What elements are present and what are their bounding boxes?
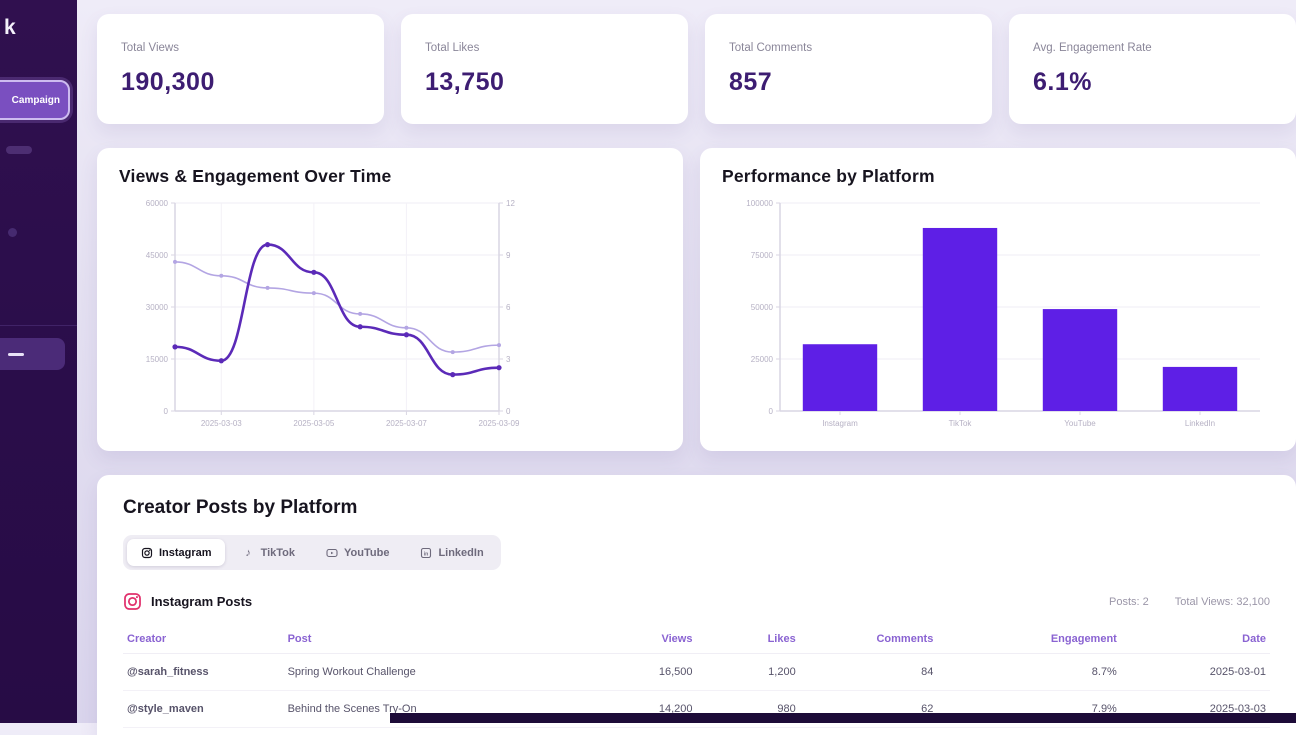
table-row[interactable]: @sarah_fitness Spring Workout Challenge 16… xyxy=(123,653,1270,691)
bar-chart-card: Performance by Platform 0 25000 50000 75000… xyxy=(700,148,1296,451)
svg-text:60000: 60000 xyxy=(146,199,169,208)
svg-text:50000: 50000 xyxy=(751,303,774,312)
col-date: Date xyxy=(1120,625,1270,654)
campaign-button[interactable]: Campaign xyxy=(0,80,70,120)
svg-text:LinkedIn: LinkedIn xyxy=(1185,419,1215,428)
stat-label: Total Likes xyxy=(425,42,480,54)
svg-text:75000: 75000 xyxy=(751,251,774,260)
stat-value: 190,300 xyxy=(121,68,215,96)
svg-text:0: 0 xyxy=(164,407,169,416)
sidebar-item[interactable] xyxy=(6,146,32,154)
instagram-panel-header: Instagram Posts Posts: 2 Total Views: 32… xyxy=(123,592,1270,611)
svg-text:45000: 45000 xyxy=(146,251,169,260)
cell: 16,500 xyxy=(593,653,697,691)
bar-chart: 0 25000 50000 75000 100000 Instagram TikTok You… xyxy=(722,191,1274,444)
line-chart-card: Views & Engagement Over Time 0 15000 30000… xyxy=(97,148,683,451)
sidebar: k Campaign xyxy=(0,0,77,723)
cell: 2025-03-01 xyxy=(1120,653,1270,691)
svg-text:3: 3 xyxy=(506,355,511,364)
svg-text:30000: 30000 xyxy=(146,303,169,312)
tab-instagram[interactable]: Instagram xyxy=(127,539,225,566)
post-name: Spring Workout Challenge xyxy=(283,653,594,691)
sidebar-divider xyxy=(0,325,77,326)
svg-text:12: 12 xyxy=(506,199,515,208)
sidebar-item-selected[interactable] xyxy=(0,338,65,370)
main-content: Total Views 190,300 Total Likes 13,750 Total… xyxy=(97,0,1296,735)
tab-label: TikTok xyxy=(260,546,296,559)
line-chart: 0 15000 30000 45000 60000 0 3 6 9 12 2025-03-03 202… xyxy=(119,191,661,444)
cell: 8.7% xyxy=(937,653,1121,691)
svg-text:0: 0 xyxy=(769,407,774,416)
tab-linkedin[interactable]: in LinkedIn xyxy=(406,539,496,566)
col-comments: Comments xyxy=(799,625,938,654)
creator-posts-card: Creator Posts by Platform Instagram ♪ TikT… xyxy=(97,475,1296,735)
stat-card: Total Comments 857 xyxy=(705,14,992,124)
col-engagement: Engagement xyxy=(937,625,1121,654)
stat-value: 6.1% xyxy=(1033,68,1092,96)
posts-table-head: Creator Post Views Likes Comments Engagement D… xyxy=(123,625,1270,654)
col-creator: Creator xyxy=(123,625,284,654)
tiktok-icon: ♪ xyxy=(245,546,251,559)
footer-bar xyxy=(390,713,1296,723)
stat-value: 857 xyxy=(729,68,773,96)
svg-text:25000: 25000 xyxy=(751,355,774,364)
stat-label: Avg. Engagement Rate xyxy=(1033,42,1152,54)
posts-count: Posts: 2 xyxy=(1109,595,1149,608)
instagram-icon xyxy=(123,592,142,611)
svg-text:2025-03-05: 2025-03-05 xyxy=(293,419,334,428)
col-likes: Likes xyxy=(696,625,800,654)
svg-text:Instagram: Instagram xyxy=(822,419,858,428)
cell: 1,200 xyxy=(696,653,800,691)
svg-text:15000: 15000 xyxy=(146,355,169,364)
charts-row: Views & Engagement Over Time 0 15000 30000… xyxy=(97,148,1296,451)
stat-card: Total Views 190,300 xyxy=(97,14,384,124)
linkedin-icon: in xyxy=(419,546,432,559)
svg-text:6: 6 xyxy=(506,303,511,312)
panel-title: Instagram Posts xyxy=(151,594,253,609)
line-chart-title: Views & Engagement Over Time xyxy=(119,166,392,186)
svg-text:9: 9 xyxy=(506,251,511,260)
tab-youtube[interactable]: YouTube xyxy=(312,539,402,566)
youtube-icon xyxy=(325,546,338,559)
cell: 84 xyxy=(799,653,938,691)
svg-text:in: in xyxy=(424,551,428,557)
bar-chart-title: Performance by Platform xyxy=(722,166,935,186)
col-post: Post xyxy=(283,625,594,654)
creator-posts-title: Creator Posts by Platform xyxy=(123,497,358,518)
svg-text:0: 0 xyxy=(506,407,511,416)
tab-label: Instagram xyxy=(159,546,212,559)
creator-link[interactable]: @sarah_fitness xyxy=(123,653,284,691)
menu-dash-icon xyxy=(8,352,24,356)
col-views: Views xyxy=(593,625,697,654)
stat-label: Total Comments xyxy=(729,42,813,54)
svg-text:TikTok: TikTok xyxy=(949,419,973,428)
creator-link[interactable]: @style_maven xyxy=(123,690,284,728)
stat-label: Total Views xyxy=(121,42,179,54)
svg-text:YouTube: YouTube xyxy=(1064,419,1096,428)
total-views-meta: Total Views: 32,100 xyxy=(1174,595,1270,608)
sidebar-item-icon[interactable] xyxy=(8,228,17,237)
app-logo: k xyxy=(4,16,17,39)
svg-text:2025-03-07: 2025-03-07 xyxy=(386,419,427,428)
platform-tabbar: Instagram ♪ TikTok YouTube in LinkedIn xyxy=(123,535,501,570)
stat-value: 13,750 xyxy=(425,68,505,96)
tab-label: YouTube xyxy=(344,546,390,559)
instagram-icon xyxy=(140,546,153,559)
svg-text:100000: 100000 xyxy=(746,199,773,208)
stat-card: Avg. Engagement Rate 6.1% xyxy=(1009,14,1296,124)
tab-tiktok[interactable]: ♪ TikTok xyxy=(229,539,308,566)
stats-row: Total Views 190,300 Total Likes 13,750 Total… xyxy=(97,14,1296,124)
panel-meta: Posts: 2 Total Views: 32,100 xyxy=(1109,596,1270,608)
tab-label: LinkedIn xyxy=(438,546,484,559)
svg-text:2025-03-03: 2025-03-03 xyxy=(201,419,242,428)
svg-text:2025-03-09: 2025-03-09 xyxy=(479,419,520,428)
stat-card: Total Likes 13,750 xyxy=(401,14,688,124)
